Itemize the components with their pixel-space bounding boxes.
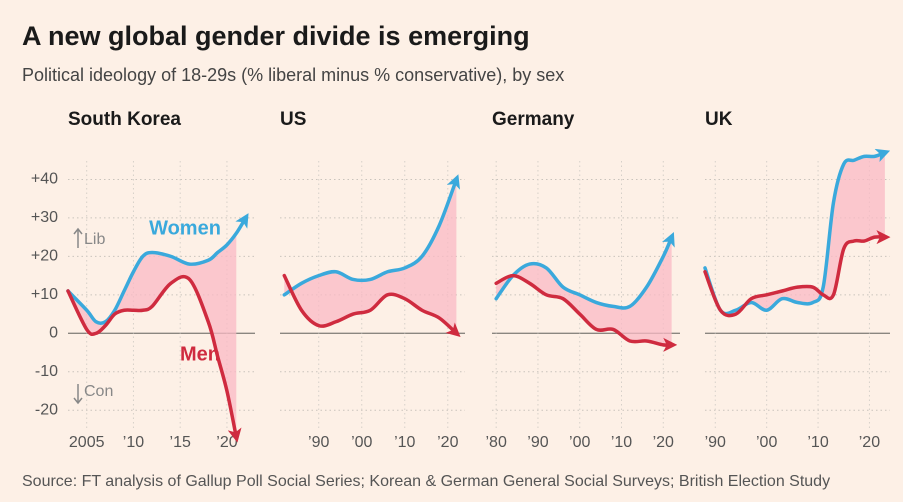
panel-title: Germany	[492, 109, 575, 130]
y-tick-label: 0	[49, 325, 58, 342]
x-tick-label: ’20	[653, 434, 674, 451]
x-tick-label: ’10	[611, 434, 632, 451]
source: Source: FT analysis of Gallup Poll Socia…	[22, 473, 830, 490]
y-tick-label: +40	[31, 171, 58, 188]
series-line	[66, 274, 242, 443]
x-tick-label: ’90	[527, 434, 548, 451]
y-tick-label: +10	[31, 286, 58, 303]
series-line	[282, 273, 461, 338]
x-tick-label: ’20	[859, 434, 880, 451]
annotation-arrow	[73, 384, 83, 405]
series-label: Men	[180, 343, 220, 365]
y-tick-label: +30	[31, 209, 58, 226]
gap-area	[284, 179, 457, 334]
series-label: Women	[149, 217, 221, 239]
x-tick-label: ’90	[705, 434, 726, 451]
x-tick-label: ’15	[170, 434, 191, 451]
y-tick-label: -20	[35, 401, 58, 418]
gap-area	[705, 152, 885, 316]
series-line	[703, 230, 891, 318]
y-tick-label: -10	[35, 363, 58, 380]
panel-title: UK	[705, 109, 733, 130]
subtitle: Political ideology of 18-29s (% liberal …	[22, 65, 564, 85]
series-line	[66, 213, 249, 325]
x-tick-label: ’10	[807, 434, 828, 451]
series-line	[494, 232, 675, 310]
x-tick-label: ’20	[437, 434, 458, 451]
annotation-arrow	[73, 227, 83, 248]
x-tick-label: 2005	[69, 434, 105, 451]
x-tick-label: ’10	[123, 434, 144, 451]
series-line	[282, 174, 461, 297]
title: A new global gender divide is emerging	[22, 21, 530, 51]
x-tick-label: ’00	[569, 434, 590, 451]
y-tick-label: +20	[31, 248, 58, 265]
annotation: Lib	[84, 231, 105, 248]
series-line	[494, 273, 678, 352]
x-tick-label: ’00	[756, 434, 777, 451]
x-tick-label: ’90	[308, 434, 329, 451]
panel-title: US	[280, 109, 306, 130]
x-tick-label: ’80	[485, 434, 506, 451]
x-tick-label: ’10	[394, 434, 415, 451]
panel-title: South Korea	[68, 109, 181, 130]
x-tick-label: ’00	[351, 434, 372, 451]
plots: +40 +30 +20 +10 0 -10 -20 South Korea 2005 ’10 ’15…	[31, 109, 891, 451]
gap-area	[496, 237, 672, 346]
annotation: Con	[84, 383, 113, 400]
